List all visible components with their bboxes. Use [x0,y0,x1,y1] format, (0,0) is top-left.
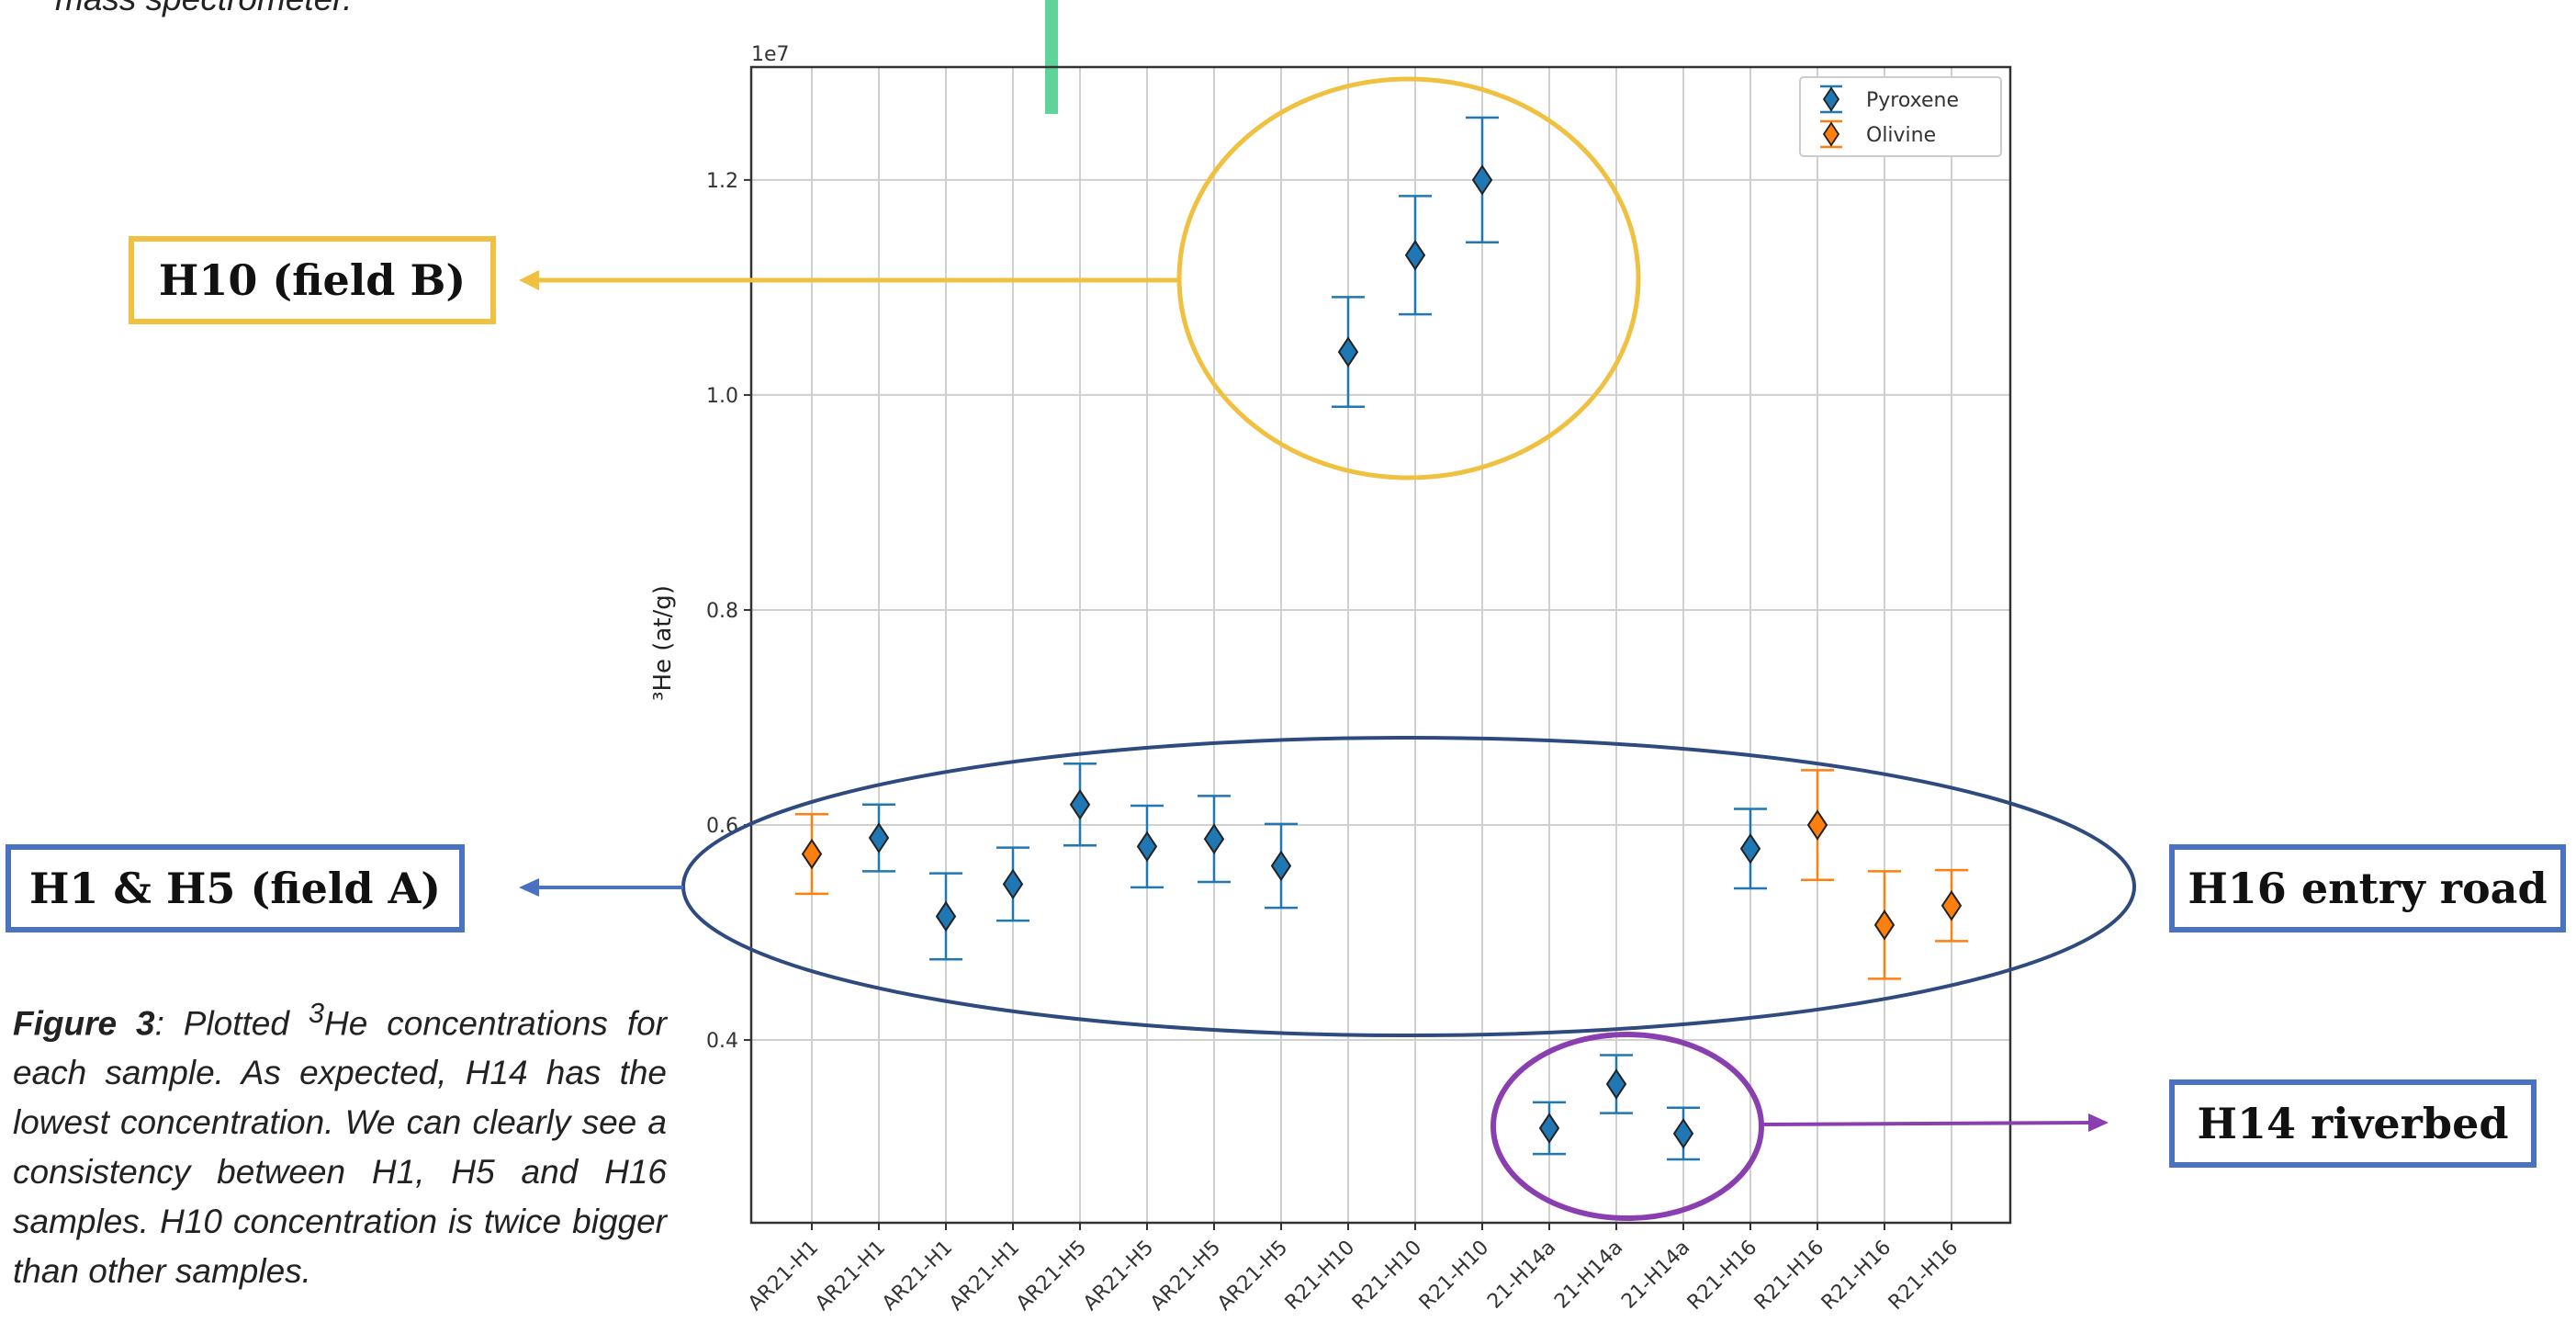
x-tick-label: R21-H10 [1281,1237,1359,1315]
y-tick-label: 0.8 [706,600,738,623]
callout-h14: H14 riverbed [2169,1079,2537,1168]
x-tick-label: R21-H10 [1415,1237,1493,1315]
data-point [1136,830,1158,863]
caption-sup: 3 [308,997,325,1029]
plot-frame [749,65,2012,1225]
caption-bold: Figure 3 [13,1004,155,1043]
data-point [1203,823,1225,855]
x-tick-label: 21-H14a [1550,1237,1627,1314]
y-axis-label: ³He (at/g) [649,585,677,701]
data-point [868,822,890,853]
x-tick-label: R21-H16 [1817,1237,1895,1315]
data-point [1538,1113,1560,1144]
h1h5-arrow-head [519,878,539,897]
legend-label: Olivine [1866,124,1936,147]
x-tick-label: R21-H16 [1884,1237,1963,1315]
h14-ellipse [1490,1032,1764,1221]
y-multiplier: 1e7 [751,43,790,66]
x-tick-label: AR21-H1 [811,1237,890,1316]
data-point [1940,889,1963,921]
x-tick-label: AR21-H5 [1213,1237,1292,1316]
data-points [795,116,1968,1161]
legend-marker [1822,121,1840,147]
data-point [1873,910,1895,941]
y-tick-label: 1.0 [706,385,738,408]
legend-marker [1822,86,1840,112]
legend: Pyroxene Olivine [1799,76,2002,157]
x-tick-label: R21-H16 [1750,1237,1828,1315]
top-note: mass spectrometer. [55,0,353,18]
green-bar [1045,0,1058,114]
x-tick-label: R21-H16 [1683,1237,1761,1315]
data-point [1672,1118,1694,1149]
data-point [1002,868,1024,900]
data-point [1069,788,1091,820]
x-tick-label: 21-H14a [1483,1237,1560,1314]
h10-arrow-head [519,270,539,290]
data-point [1471,164,1493,196]
data-point [1337,336,1359,367]
data-point [935,900,957,932]
legend-label: Pyroxene [1866,89,1959,112]
figure-caption: Figure 3: Plotted 3He concentrations for… [13,989,667,1296]
data-point [1270,850,1292,882]
x-axis-ticks: AR21-H1AR21-H1AR21-H1AR21-H1AR21-H5AR21-… [744,1223,1963,1316]
h14-arrow-line [1760,1121,2095,1126]
h10-ellipse [1176,76,1641,480]
x-tick-label: R21-H10 [1348,1237,1426,1315]
data-point [801,838,823,870]
grid [751,67,2010,1223]
data-point [1404,239,1426,271]
data-point [1605,1068,1627,1100]
y-tick-label: 0.4 [706,1030,738,1053]
x-tick-label: AR21-H5 [1079,1237,1158,1316]
y-tick-label: 0.6 [706,815,738,838]
x-tick-label: AR21-H1 [878,1237,957,1316]
data-point [1739,832,1761,864]
x-tick-label: AR21-H1 [744,1237,823,1316]
caption-pre: : Plotted [154,1004,309,1043]
field-a-ellipse [681,736,2136,1037]
h14-arrow-head [2088,1113,2109,1132]
callout-h1h5: H1 & H5 (field A) [6,844,465,932]
x-tick-label: AR21-H5 [1146,1237,1225,1316]
x-tick-label: AR21-H1 [945,1237,1024,1316]
caption-rest: He concentrations for each sample. As ex… [13,1004,667,1291]
y-tick-label: 1.2 [706,170,738,193]
y-axis-ticks: 0.4 0.6 0.8 1.0 1.2 [706,170,751,1053]
callout-h10: H10 (field B) [129,236,496,324]
legend-box [1799,76,2002,157]
x-tick-label: AR21-H5 [1012,1237,1091,1316]
data-point [1806,809,1828,841]
callout-h16: H16 entry road [2169,844,2566,932]
x-tick-label: 21-H14a [1617,1237,1694,1314]
